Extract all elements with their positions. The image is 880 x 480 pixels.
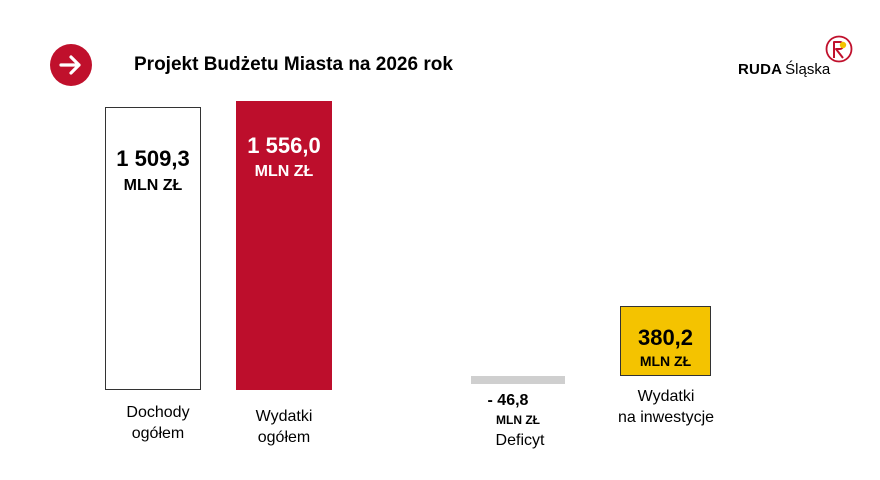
bar-income: 1 509,3 MLN ZŁ bbox=[105, 107, 201, 390]
logo-text-strong: RUDA bbox=[738, 61, 783, 78]
next-slide-button[interactable] bbox=[50, 44, 92, 86]
category-label-line: ogółem bbox=[257, 429, 311, 446]
bar-unit-label: MLN ZŁ bbox=[639, 353, 692, 369]
bar-deficit bbox=[471, 376, 565, 384]
category-label-line: Dochody bbox=[126, 404, 190, 421]
category-label-line: ogółem bbox=[131, 425, 185, 442]
bar-expense: 1 556,0 MLN ZŁ bbox=[236, 101, 332, 390]
category-label-line: na inwestycje bbox=[617, 409, 715, 426]
bar-unit-label: MLN ZŁ bbox=[254, 163, 314, 180]
deficit-value-label: - 46,8 bbox=[487, 392, 529, 409]
page-title: Projekt Budżetu Miasta na 2026 rok bbox=[134, 54, 453, 75]
bar-value-label: 1 509,3 bbox=[116, 146, 190, 171]
bar-value-label: 380,2 bbox=[637, 325, 694, 350]
city-emblem-icon bbox=[825, 35, 853, 63]
bar-investment: 380,2 MLN ZŁ bbox=[620, 306, 711, 376]
city-logo: RUDA Śląska bbox=[738, 34, 858, 84]
deficit-unit-label: MLN ZŁ bbox=[496, 413, 540, 427]
category-label-investment: Wydatki na inwestycje bbox=[601, 386, 731, 428]
category-label-income: Dochody ogółem bbox=[95, 402, 221, 444]
category-label-line: Wydatki bbox=[255, 408, 313, 425]
bar-unit-label: MLN ZŁ bbox=[123, 177, 183, 194]
category-label-deficit: Deficyt bbox=[495, 432, 545, 449]
category-label-line: Wydatki bbox=[637, 388, 695, 405]
logo-text-light: Śląska bbox=[785, 61, 831, 78]
bar-value-label: 1 556,0 bbox=[247, 133, 321, 158]
arrow-right-icon bbox=[59, 55, 81, 75]
category-label-expense: Wydatki ogółem bbox=[228, 406, 340, 448]
